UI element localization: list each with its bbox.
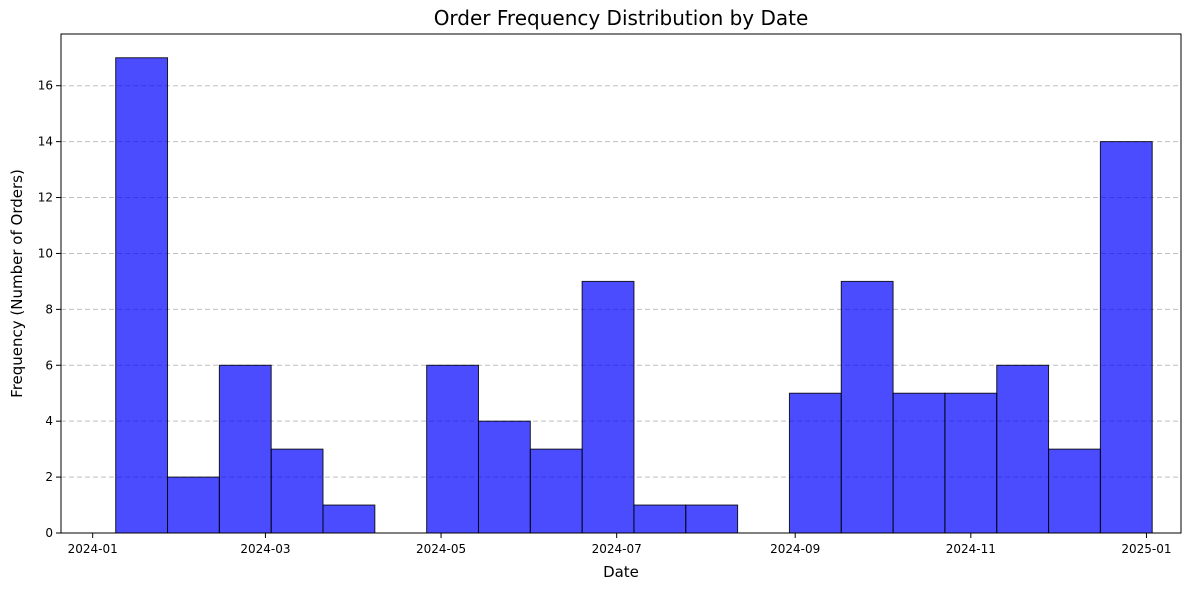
histogram-bar [581,280,635,534]
histogram-bars [115,57,1153,534]
histogram-bar [840,280,894,534]
histogram-bar [944,392,998,534]
x-axis-label: Date [603,563,639,581]
histogram-bar [1048,448,1101,534]
y-tick-label: 6 [45,358,53,372]
y-axis-label: Frequency (Number of Orders) [8,169,26,398]
plot-frame [60,33,1182,534]
histogram-bar [426,364,479,534]
histogram-bar [477,420,531,534]
x-tick-label: 2024-03 [240,542,290,556]
histogram-bar [115,57,169,534]
histogram-bar [892,392,946,534]
y-tick-label: 16 [38,79,53,93]
y-tick-label: 14 [38,135,53,149]
histogram-bar [167,476,220,534]
histogram-bar [218,364,272,534]
histogram-bar [633,504,687,534]
histogram-bar [322,504,376,534]
x-tick-label: 2024-05 [416,542,466,556]
histogram-bar [270,448,324,534]
y-axis-ticks: 0 2 4 6 8 10 12 14 16 [38,79,61,540]
histogram-bar [685,504,739,534]
x-tick-label: 2024-09 [770,542,820,556]
x-tick-label: 2025-01 [1121,542,1171,556]
histogram-bar [529,448,583,534]
x-axis-ticks: 2024-01 2024-03 2024-05 2024-07 2024-09 2024-… [68,533,1172,556]
y-tick-label: 4 [45,414,53,428]
y-tick-label: 2 [45,470,53,484]
histogram-bar [788,392,842,534]
y-tick-label: 0 [45,526,53,540]
y-tick-label: 8 [45,302,53,316]
y-tick-label: 12 [38,191,53,205]
y-tick-label: 10 [38,246,53,260]
histogram-bar [996,364,1050,534]
x-tick-label: 2024-01 [68,542,118,556]
chart-title: Order Frequency Distribution by Date [434,6,809,30]
x-tick-label: 2024-07 [592,542,642,556]
x-tick-label: 2024-11 [946,542,996,556]
histogram-bar [1099,141,1153,534]
